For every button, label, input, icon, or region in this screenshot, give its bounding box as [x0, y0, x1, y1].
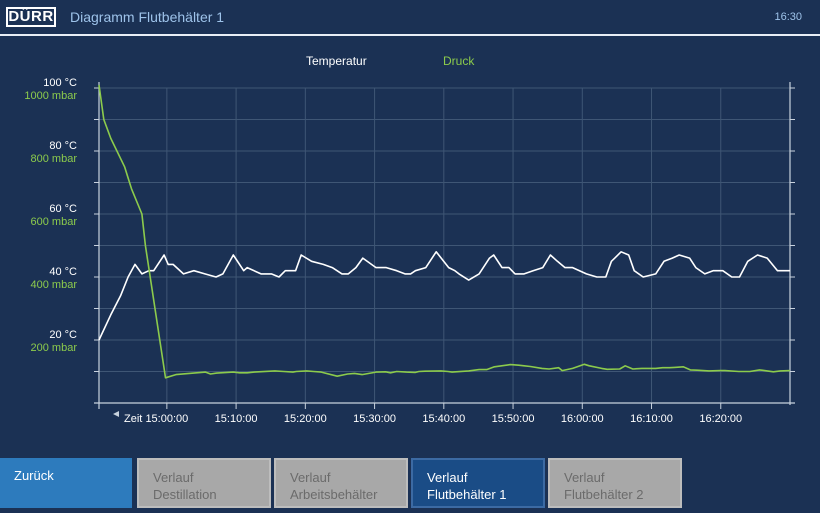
- x-tick-label: 16:00:00: [561, 413, 604, 425]
- y-tick-label-temperature: 60 °C: [49, 203, 77, 215]
- x-tick-label: 15:10:00: [215, 413, 258, 425]
- x-tick-label: 16:20:00: [699, 413, 742, 425]
- back-button-label: Zurück: [14, 468, 54, 483]
- button-label-line2: Arbeitsbehälter: [290, 487, 378, 502]
- duerr-logo: DÜRR: [6, 7, 56, 27]
- x-tick-label: 15:50:00: [492, 413, 535, 425]
- button-label-line1: Verlauf: [290, 470, 331, 485]
- x-tick-label: 15:30:00: [353, 413, 396, 425]
- x-tick-label: 15:20:00: [284, 413, 327, 425]
- back-button[interactable]: Zurück: [0, 458, 134, 508]
- x-axis-label: Zeit: [124, 413, 142, 425]
- series-line-temperature: [98, 251, 790, 341]
- y-tick-label-temperature: 20 °C: [49, 329, 77, 341]
- header-divider: [0, 34, 820, 36]
- y-tick-label-pressure: 800 mbar: [31, 153, 78, 165]
- y-tick-label-pressure: 600 mbar: [31, 216, 78, 228]
- button-label-line1: Verlauf: [153, 470, 194, 485]
- page-title: Diagramm Flutbehälter 1: [70, 9, 225, 25]
- legend-temperature: Temperatur: [306, 54, 367, 68]
- y-tick-label-pressure: 400 mbar: [31, 279, 78, 291]
- x-tick-label: 15:40:00: [422, 413, 465, 425]
- x-tick-label: 16:10:00: [630, 413, 673, 425]
- y-tick-label-pressure: 200 mbar: [31, 342, 78, 354]
- y-tick-label-pressure: 1000 mbar: [24, 90, 77, 102]
- y-tick-label-temperature: 40 °C: [49, 266, 77, 278]
- button-label-line2: Flutbehälter 1: [427, 487, 507, 502]
- history-distillation-button[interactable]: Verlauf Destillation: [137, 458, 271, 508]
- button-label-line1: Verlauf: [564, 470, 605, 485]
- button-label-line1: Verlauf: [427, 470, 468, 485]
- history-flood-tank-2-button[interactable]: Verlauf Flutbehälter 2: [548, 458, 682, 508]
- series-line-pressure: [98, 84, 791, 379]
- clock: 16:30: [774, 11, 802, 23]
- button-label-line2: Destillation: [153, 487, 217, 502]
- scroll-left-arrow-icon: [113, 411, 119, 417]
- x-tick-label: 15:00:00: [145, 413, 188, 425]
- y-tick-label-temperature: 100 °C: [43, 77, 77, 89]
- history-work-tank-button[interactable]: Verlauf Arbeitsbehälter: [274, 458, 408, 508]
- button-label-line2: Flutbehälter 2: [564, 487, 644, 502]
- y-tick-label-temperature: 80 °C: [49, 140, 77, 152]
- history-flood-tank-1-button[interactable]: Verlauf Flutbehälter 1: [411, 458, 545, 508]
- legend-pressure: Druck: [443, 54, 475, 68]
- header-bar: DÜRR Diagramm Flutbehälter 1 16:30: [0, 0, 820, 34]
